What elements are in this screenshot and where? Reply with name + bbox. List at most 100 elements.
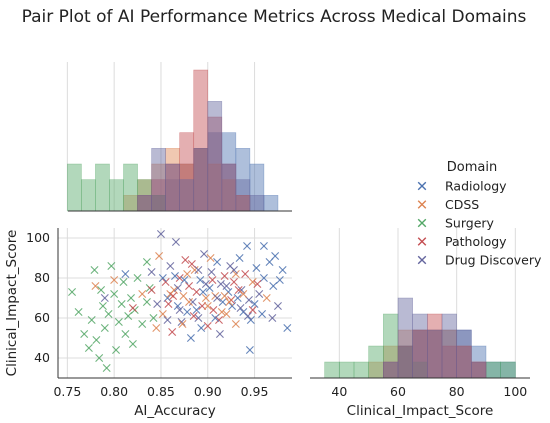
- scatter-point: [271, 252, 280, 260]
- scatter-point: [217, 308, 226, 316]
- impact-histogram-bar-drug-discovery: [456, 329, 472, 379]
- scatter-point: [250, 300, 259, 308]
- scatter-point: [138, 290, 147, 298]
- scatter-point: [158, 310, 167, 318]
- impact-histogram-x-tick-label: 80: [449, 384, 465, 399]
- scatter-point: [218, 298, 227, 306]
- scatter-point: [269, 282, 278, 290]
- scatter-point: [173, 284, 182, 292]
- scatter-point: [185, 298, 194, 306]
- impact-histogram-bar-surgery: [368, 345, 384, 379]
- scatter-point: [110, 276, 119, 284]
- legend-label: Surgery: [445, 216, 495, 231]
- scatter-point: [258, 310, 267, 318]
- scatter-point: [133, 274, 142, 282]
- impact-histogram-x-axis-label: Clinical_Impact_Score: [347, 403, 494, 419]
- scatter-point: [189, 312, 198, 320]
- impact-histogram-bar-drug-discovery: [441, 313, 457, 379]
- scatter-point: [229, 278, 238, 286]
- scatter-point: [268, 314, 277, 322]
- scatter-point: [229, 266, 238, 274]
- scatter-point: [259, 242, 268, 250]
- chart-title: Pair Plot of AI Performance Metrics Acro…: [22, 7, 527, 27]
- scatter-point: [128, 304, 137, 312]
- scatter-point: [142, 298, 151, 306]
- scatter-point: [278, 266, 287, 274]
- accuracy-histogram: [66, 62, 292, 212]
- scatter-point: [186, 334, 195, 342]
- scatter-point: [239, 290, 248, 298]
- scatter-point: [100, 294, 109, 302]
- scatter-point: [211, 314, 220, 322]
- scatter-point: [156, 230, 165, 238]
- legend-item: Drug Discovery: [417, 253, 542, 268]
- scatter-y-tick-label: 80: [34, 270, 50, 285]
- scatter-point: [222, 310, 231, 318]
- accuracy-histogram-bar-surgery: [123, 163, 138, 212]
- scatter-point: [97, 286, 106, 294]
- impact-histogram-bar-drug-discovery: [471, 361, 487, 379]
- scatter-point: [169, 292, 178, 300]
- scatter-point: [199, 288, 208, 296]
- scatter-point: [259, 274, 268, 282]
- scatter-point: [91, 282, 100, 290]
- scatter-point: [110, 290, 119, 298]
- scatter-point: [233, 294, 242, 302]
- scatter-point: [183, 308, 192, 316]
- scatter-x-axis-label: AI_Accuracy: [134, 403, 216, 419]
- scatter-x-tick-label: 0.80: [100, 384, 128, 399]
- scatter-point: [222, 282, 231, 290]
- scatter-point: [142, 258, 151, 266]
- legend: Domain Radiology CDSS Surgery Pathology Drug…: [417, 160, 542, 268]
- scatter-point: [68, 288, 77, 296]
- impact-histogram-bar-surgery: [324, 361, 340, 379]
- legend-marker-icon: [417, 200, 427, 209]
- scatter-y-axis-label: Clinical_Impact_Score: [4, 230, 20, 377]
- impact-histogram-bar-surgery: [485, 361, 501, 379]
- scatter-point: [198, 302, 207, 310]
- scatter-point: [200, 250, 209, 258]
- legend-label: Drug Discovery: [445, 253, 542, 268]
- scatter-point: [225, 298, 234, 306]
- scatter-point: [152, 324, 161, 332]
- scatter-point: [209, 306, 218, 314]
- scatter-point: [121, 270, 130, 278]
- accuracy-histogram-bar-surgery: [67, 163, 82, 212]
- scatter-point: [112, 346, 121, 354]
- scatter-point: [213, 294, 222, 302]
- scatter-point: [236, 304, 245, 312]
- accuracy-histogram-bar-surgery: [81, 179, 96, 212]
- scatter-point: [194, 266, 203, 274]
- scatter-point: [180, 276, 189, 284]
- scatter-point: [213, 258, 222, 266]
- scatter-point: [188, 298, 197, 306]
- scatter-point: [273, 302, 282, 310]
- accuracy-histogram-bar-drug-discovery: [137, 195, 152, 212]
- scatter-point: [117, 300, 126, 308]
- scatter-x-tick-label: 0.85: [147, 384, 175, 399]
- scatter-point: [252, 264, 261, 272]
- scatter-point: [163, 316, 172, 324]
- legend-marker-icon: [417, 218, 427, 228]
- legend-item: CDSS: [417, 197, 479, 212]
- scatter-point: [248, 278, 257, 286]
- scatter-point: [190, 266, 199, 274]
- accuracy-histogram-bar-drug-discovery: [151, 148, 166, 212]
- scatter-point: [231, 270, 240, 278]
- accuracy-histogram-bar-surgery: [95, 163, 110, 212]
- impact-histogram-x-tick-label: 100: [503, 384, 527, 399]
- scatter-point: [90, 266, 99, 274]
- accuracy-histogram-bar-drug-discovery: [165, 163, 180, 212]
- scatter-point: [175, 306, 184, 314]
- legend-item: Pathology: [417, 234, 507, 249]
- legend-marker-icon: [417, 255, 427, 265]
- scatter-point: [175, 274, 184, 282]
- scatter-point: [171, 272, 179, 280]
- legend-marker-icon: [417, 181, 427, 191]
- scatter-point: [215, 330, 224, 338]
- scatter-y-tick-label: 40: [34, 350, 50, 365]
- scatter-point: [80, 330, 89, 338]
- scatter-point: [102, 364, 111, 372]
- impact-histogram-bar-surgery: [353, 361, 369, 379]
